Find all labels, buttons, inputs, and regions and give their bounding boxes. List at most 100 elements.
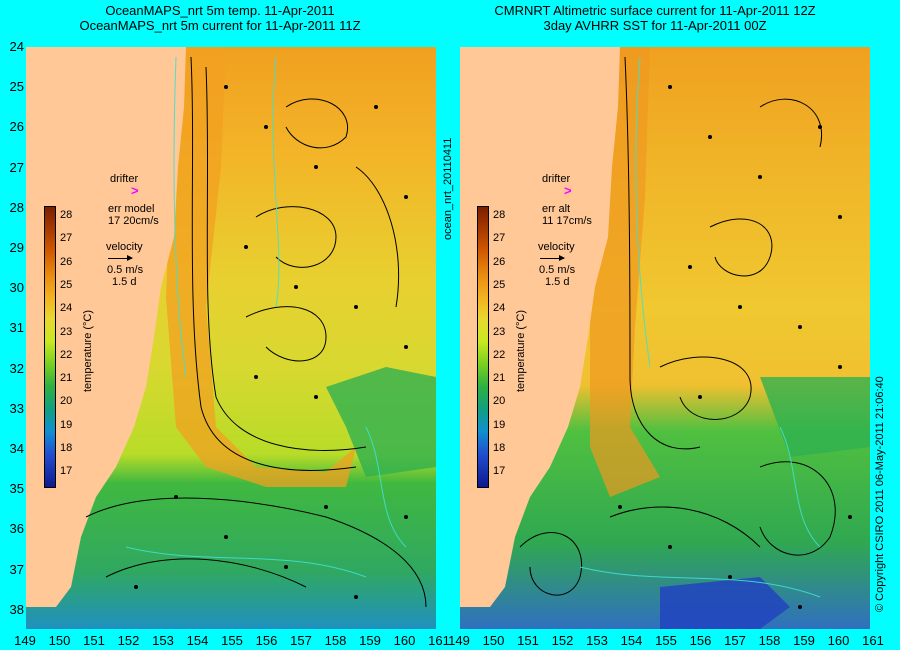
- colorbar-tick-label: 19: [60, 418, 73, 431]
- left-map-graphic: [26, 47, 436, 629]
- left-colorbar-label: temperature (°C): [82, 309, 94, 392]
- right-velocity-vectors: [618, 85, 852, 609]
- longitude-label: 150: [482, 633, 505, 648]
- longitude-label: 153: [586, 633, 608, 648]
- colorbar-tick-label: 22: [60, 348, 73, 361]
- right-drifter-label: drifter: [542, 173, 571, 185]
- longitude-label: 160: [393, 633, 416, 648]
- right-cold-patch: [660, 577, 790, 629]
- right-err-label: err alt: [542, 203, 571, 215]
- latitude-label: 28: [9, 199, 24, 215]
- longitude-label: 152: [117, 633, 140, 648]
- colorbar-tick-label: 24: [60, 302, 73, 315]
- model-run-label: ocean_nrt_20110411: [442, 137, 454, 240]
- left-streamlines: [85, 56, 427, 608]
- latitude-label: 25: [9, 79, 24, 95]
- longitude-label: 158: [324, 633, 347, 648]
- longitude-label: 155: [221, 633, 243, 648]
- colorbar-tick-label: 24: [493, 302, 506, 315]
- latitude-label: 32: [9, 360, 24, 376]
- left-velocity-arrow-icon: [108, 255, 133, 261]
- longitude-label: 155: [655, 633, 677, 648]
- longitude-label: 156: [689, 633, 712, 648]
- left-contours: [125, 56, 407, 578]
- left-temperature-colorbar: [44, 206, 56, 488]
- colorbar-tick-label: 22: [493, 348, 506, 361]
- longitude-label: 150: [48, 633, 71, 648]
- latitude-label: 30: [9, 280, 24, 296]
- longitude-label: 159: [359, 633, 381, 648]
- right-velocity-scale: 0.5 m/s: [539, 264, 576, 276]
- right-streamlines: [519, 56, 836, 596]
- longitude-label: 161: [428, 633, 450, 648]
- left-drifter-label: drifter: [110, 173, 139, 185]
- left-err-value: 17 20cm/s: [108, 215, 159, 227]
- left-err-label: err model: [108, 203, 155, 215]
- left-velocity-label: velocity: [106, 241, 143, 253]
- left-cool-eddy: [326, 367, 436, 477]
- longitude-label: 154: [186, 633, 209, 648]
- latitude-label: 27: [9, 159, 24, 175]
- colorbar-tick-label: 26: [60, 255, 73, 268]
- latitude-label: 38: [9, 601, 24, 617]
- right-contours: [579, 56, 821, 598]
- longitude-label: 160: [827, 633, 850, 648]
- right-temperature-colorbar: [477, 206, 489, 488]
- left-velocity-time: 1.5 d: [112, 276, 137, 288]
- right-map-title: CMRNRT Altimetric surface current for 11…: [440, 3, 870, 33]
- longitude-label: 154: [620, 633, 643, 648]
- left-map-title: OceanMAPS_nrt 5m temp. 11-Apr-2011 Ocean…: [5, 3, 435, 33]
- latitude-label: 36: [9, 521, 24, 537]
- right-velocity-time: 1.5 d: [545, 276, 570, 288]
- latitude-label: 24: [9, 39, 24, 54]
- colorbar-tick-label: 18: [493, 442, 506, 454]
- colorbar-tick-label: 28: [493, 209, 506, 221]
- left-drifter-marker-icon: >: [131, 183, 139, 198]
- latitude-label: 33: [9, 400, 24, 416]
- right-land-mass: [460, 47, 620, 607]
- left-title-line2: OceanMAPS_nrt 5m current for 11-Apr-2011…: [79, 18, 361, 33]
- left-warm-current: [166, 47, 356, 487]
- right-velocity-label: velocity: [538, 241, 575, 253]
- longitude-label: 156: [255, 633, 278, 648]
- left-ocean-map: [26, 47, 436, 629]
- longitude-label: 151: [83, 633, 105, 648]
- colorbar-tick-label: 27: [493, 232, 506, 245]
- longitude-label: 149: [14, 633, 36, 648]
- colorbar-tick-label: 27: [60, 232, 73, 245]
- colorbar-tick-label: 17: [60, 465, 73, 478]
- latitude-label: 26: [9, 119, 24, 135]
- longitude-label: 149: [448, 633, 470, 648]
- longitude-label: 159: [793, 633, 815, 648]
- left-title-line1: OceanMAPS_nrt 5m temp. 11-Apr-2011: [105, 3, 335, 18]
- colorbar-tick-label: 23: [60, 325, 73, 338]
- colorbar-tick-label: 21: [493, 372, 506, 385]
- colorbar-tick-label: 23: [493, 325, 506, 338]
- colorbar-tick-label: 18: [60, 442, 73, 454]
- right-map-graphic: [460, 47, 870, 629]
- longitude-label: 158: [758, 633, 781, 648]
- right-velocity-arrow-icon: [540, 255, 565, 261]
- right-ocean-map: [460, 47, 870, 629]
- copyright-label: © Copyright CSIRO 2011 06-May-2011 21:06…: [874, 376, 886, 612]
- longitude-label: 157: [290, 633, 312, 648]
- right-err-value: 11 17cm/s: [542, 215, 592, 227]
- colorbar-tick-label: 19: [493, 418, 506, 431]
- right-title-line1: CMRNRT Altimetric surface current for 11…: [494, 3, 816, 18]
- latitude-label: 29: [9, 240, 24, 255]
- latitude-label: 31: [9, 320, 24, 336]
- colorbar-tick-label: 25: [493, 278, 506, 291]
- latitude-label: 34: [9, 441, 24, 456]
- longitude-label: 151: [517, 633, 539, 648]
- colorbar-tick-label: 17: [493, 465, 506, 478]
- colorbar-tick-label: 21: [60, 372, 73, 385]
- longitude-label: 153: [152, 633, 174, 648]
- longitude-label: 152: [551, 633, 574, 648]
- left-land-mass: [26, 47, 186, 607]
- longitude-label: 157: [724, 633, 746, 648]
- colorbar-tick-label: 28: [60, 209, 73, 221]
- left-velocity-scale: 0.5 m/s: [107, 264, 144, 276]
- colorbar-tick-label: 20: [493, 395, 506, 408]
- colorbar-tick-label: 25: [60, 278, 73, 291]
- latitude-label: 37: [9, 561, 24, 577]
